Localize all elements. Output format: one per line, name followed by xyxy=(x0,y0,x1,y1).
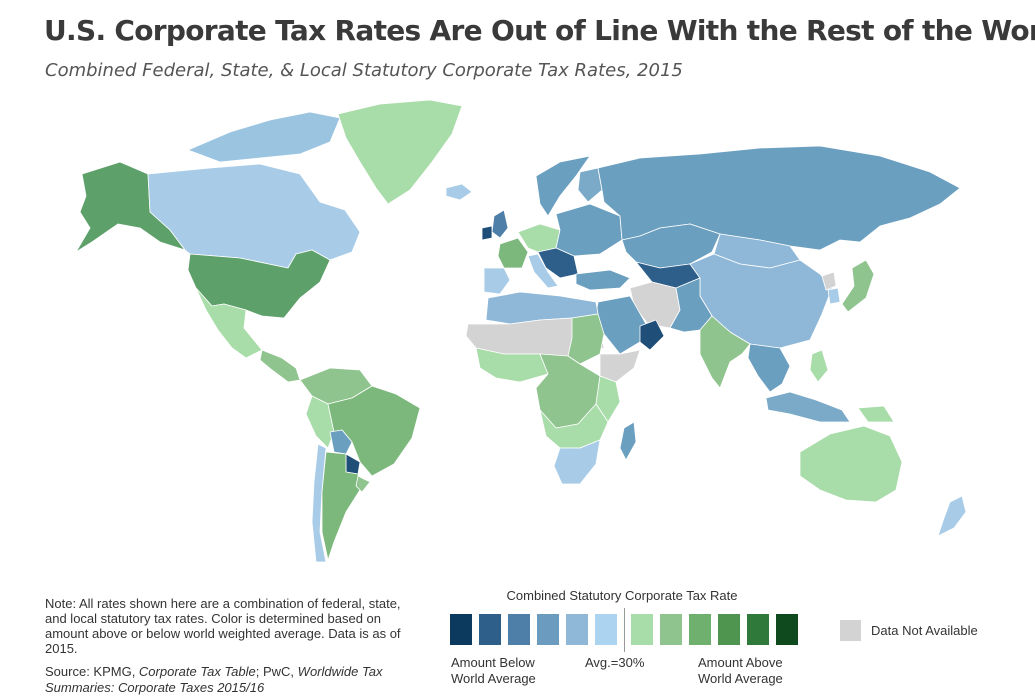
legend-na-swatch xyxy=(840,620,861,641)
legend-above-label: Amount Above World Average xyxy=(698,655,783,687)
region-scandinavia xyxy=(535,155,591,217)
note-text: Note: All rates shown here are a combina… xyxy=(45,596,401,656)
legend-swatch-below-5 xyxy=(479,614,501,645)
region-uk xyxy=(491,209,509,239)
source-text: Source: KPMG, Corporate Tax Table; PwC, … xyxy=(45,664,425,696)
region-papua-new-guinea xyxy=(857,405,895,423)
region-eastern-europe xyxy=(555,203,623,257)
region-ireland xyxy=(481,225,493,241)
region-uruguay xyxy=(355,475,371,493)
region-east-africa xyxy=(595,375,621,423)
region-west-africa xyxy=(475,347,549,383)
legend-swatch-above-4 xyxy=(718,614,740,645)
region-bolivia xyxy=(329,429,353,455)
legend-title: Combined Statutory Corporate Tax Rate xyxy=(506,588,738,603)
legend-swatch-below-6 xyxy=(450,614,472,645)
legend-swatch-below-2 xyxy=(566,614,588,645)
region-kazakhstan xyxy=(621,223,721,269)
legend-below-line2: World Average xyxy=(451,671,536,686)
source-separator: ; PwC, xyxy=(255,664,298,679)
legend-swatch-above-2 xyxy=(660,614,682,645)
legend-swatch-above-6 xyxy=(776,614,798,645)
legend-average-label: Avg.=30% xyxy=(585,655,645,670)
source-prefix: Source: KPMG, xyxy=(45,664,139,679)
region-sudan xyxy=(567,313,605,365)
region-central-america xyxy=(259,349,301,383)
region-madagascar xyxy=(619,421,637,461)
legend-swatch-above-3 xyxy=(689,614,711,645)
legend-above-line2: World Average xyxy=(698,671,783,686)
legend-swatch-above-1 xyxy=(631,614,653,645)
region-south-korea xyxy=(827,287,841,305)
region-turkey xyxy=(575,269,631,291)
world-map-svg xyxy=(75,99,967,563)
legend-swatch-below-3 xyxy=(537,614,559,645)
region-france xyxy=(497,237,529,269)
region-philippines xyxy=(809,349,829,383)
region-iberia xyxy=(483,267,511,295)
region-southern-africa xyxy=(539,403,609,449)
region-greenland xyxy=(337,99,463,205)
region-horn-of-africa xyxy=(599,349,641,383)
legend-average-divider xyxy=(624,608,625,652)
region-canada xyxy=(147,163,361,269)
chart-subtitle: Combined Federal, State, & Local Statuto… xyxy=(45,60,683,81)
legend-below-label: Amount Below World Average xyxy=(451,655,536,687)
region-canadian-arctic xyxy=(187,111,341,163)
legend-swatch-below-1 xyxy=(595,614,617,645)
legend-above-line1: Amount Above xyxy=(698,655,783,670)
chart-title: U.S. Corporate Tax Rates Are Out of Line… xyxy=(44,14,1035,47)
legend-below-line1: Amount Below xyxy=(451,655,535,670)
legend-color-scale xyxy=(450,614,800,648)
region-italy xyxy=(527,253,559,289)
source-ref-pwc: Worldwide Tax Summaries: Corporate Taxes… xyxy=(45,664,383,695)
region-india xyxy=(699,315,751,389)
region-australia xyxy=(799,425,903,503)
region-japan xyxy=(841,259,875,313)
region-iceland xyxy=(445,183,473,201)
region-southeast-asia xyxy=(747,343,791,393)
region-new-zealand xyxy=(937,495,967,537)
region-indonesia xyxy=(765,391,851,423)
region-north-korea xyxy=(821,271,837,291)
legend-na-label: Data Not Available xyxy=(871,623,978,638)
legend-swatch-below-4 xyxy=(508,614,530,645)
legend-swatch-above-5 xyxy=(747,614,769,645)
region-uae-oman xyxy=(639,319,665,351)
source-ref-kpmg: Corporate Tax Table xyxy=(138,664,256,679)
region-finland xyxy=(577,167,603,203)
world-map xyxy=(0,92,1035,572)
region-south-africa xyxy=(553,439,601,485)
region-argentina xyxy=(321,451,361,561)
